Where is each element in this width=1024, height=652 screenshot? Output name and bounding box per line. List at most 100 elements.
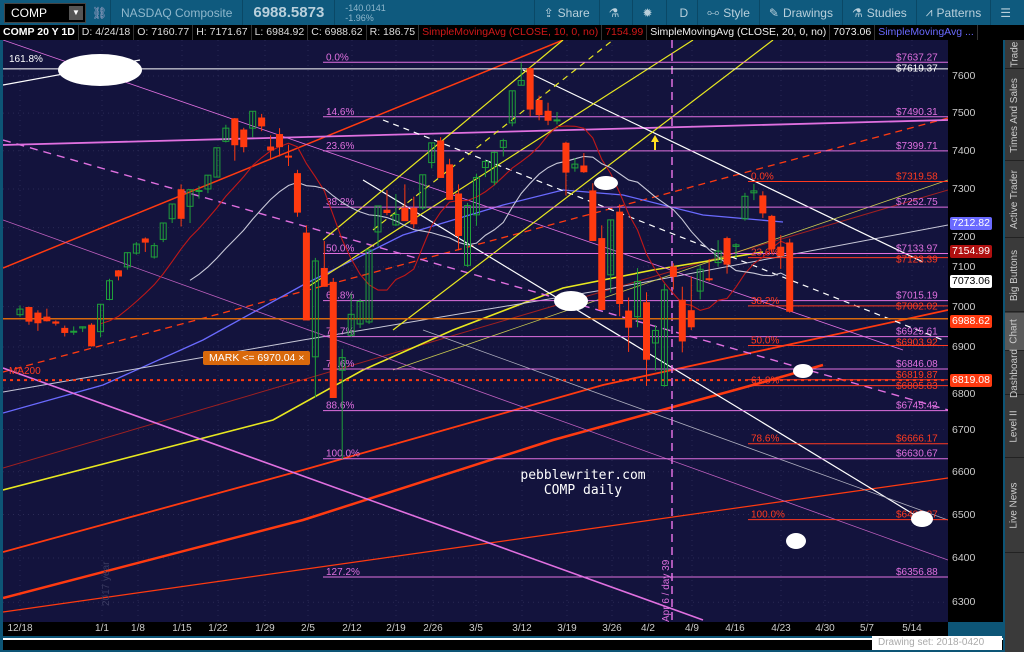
period-button[interactable]: D: [665, 0, 698, 25]
fib-price-label: $6846.08: [896, 359, 938, 370]
trendline: [3, 189, 948, 469]
candle-body: [177, 189, 185, 219]
candle-body: [141, 238, 149, 243]
candle-body: [356, 300, 364, 325]
candle-body: [768, 215, 776, 250]
price-tick-label: 7300: [952, 182, 976, 195]
candle-body: [16, 308, 24, 316]
chart-canvas[interactable]: 0.0% $7637.27$7619.37 14.6% $7490.31 23.6% $7…: [3, 40, 948, 622]
horizontal-scrollbar[interactable]: [3, 638, 1003, 650]
style-button[interactable]: ⧟ Style: [697, 0, 759, 25]
sma20-label[interactable]: SimpleMovingAvg (CLOSE, 20, 0, no): [647, 25, 831, 40]
date-tick-label: 4/30: [815, 623, 835, 634]
mark-price-label[interactable]: MARK <= 6970.04 ×: [203, 351, 311, 365]
button-label: Patterns: [936, 5, 982, 20]
candle-body: [132, 243, 140, 254]
tab-dashboard[interactable]: Dashboard: [1005, 349, 1024, 397]
fib-price-label: $7490.31: [896, 107, 938, 118]
price-tick-label: 6500: [952, 508, 976, 521]
candle-body: [320, 267, 328, 287]
tab-level-ii[interactable]: Level II: [1005, 396, 1024, 458]
date-axis[interactable]: 12/18 1/1 1/8 1/15 1/22 1/29 2/5 2/12 2/19 2/26 3/…: [3, 622, 948, 636]
fib-price-label: $7399.71: [896, 141, 938, 152]
tab-big-buttons[interactable]: Big Buttons: [1005, 239, 1024, 312]
candle-body: [258, 117, 266, 127]
candle-body: [446, 164, 454, 200]
candle-body: [52, 321, 60, 324]
fib-pct-label: 0.0%: [751, 171, 774, 182]
candle-body: [723, 238, 731, 265]
tab-trade[interactable]: Trade: [1005, 40, 1024, 69]
trendline: [382, 119, 944, 341]
watermark-site: pebblewriter.com: [520, 468, 646, 483]
candle-body: [472, 176, 480, 216]
candle-body: [517, 79, 525, 86]
date-tick-label: 2/12: [342, 623, 362, 634]
close-readout: C: 6988.62: [308, 25, 367, 40]
menu-button[interactable]: ☰: [990, 0, 1024, 25]
gear-button[interactable]: ✹: [632, 0, 665, 25]
candle-body: [34, 312, 42, 324]
price-tick-label: 6700: [952, 423, 976, 436]
date-tick-label: 3/19: [557, 623, 577, 634]
chart-title: COMP 20 Y 1D: [0, 25, 79, 40]
price-axis[interactable]: 7600 7500 7400 7300 7212.82 7200 7154.99 7100 70…: [948, 40, 1003, 622]
share-button[interactable]: ⇪ Share: [533, 0, 599, 25]
candle-body: [240, 129, 248, 148]
fib-price-label: $7619.37: [896, 63, 938, 74]
symbol-input[interactable]: COMP ▼: [4, 2, 86, 23]
candle-body: [526, 68, 534, 110]
date-tick-label: 5/7: [860, 623, 874, 634]
fib-price-label: $7637.27: [896, 52, 938, 63]
flask-button[interactable]: ⚗: [598, 0, 633, 25]
candle-body: [678, 299, 686, 342]
tab-live-news[interactable]: Live News: [1005, 459, 1024, 553]
price-chart[interactable]: 0.0% $7637.27 $7619.37 14.6% $7490.31 23.6% $7…: [3, 40, 948, 622]
date-readout: D: 4/24/18: [79, 25, 135, 40]
link-icon[interactable]: ⛓: [92, 5, 108, 20]
sma20-value: 7073.06: [830, 25, 876, 40]
candle-body: [302, 232, 310, 321]
candle-body: [231, 118, 239, 146]
candle-body: [267, 146, 275, 151]
candle-body: [437, 140, 445, 178]
side-tabs: Trade Times And Sales Active Trader Big But…: [1005, 40, 1024, 652]
candle-body: [79, 326, 87, 329]
flask-icon: ⚗: [608, 5, 620, 20]
symbol-value: COMP: [11, 5, 47, 20]
last-price: 6988.5873: [253, 4, 325, 21]
channel-line: [392, 40, 774, 331]
button-label: Studies: [866, 5, 907, 20]
sma-line: [3, 251, 764, 491]
highlight-ellipse: [594, 176, 618, 190]
candle-body: [123, 252, 131, 268]
tab-label: Level II: [1009, 410, 1020, 443]
candle-body: [696, 268, 704, 292]
date-tick-label: 1/1: [95, 623, 109, 634]
fib-pct-label: 38.2%: [751, 296, 779, 307]
fib-pct-label: 78.6%: [326, 359, 354, 370]
candle-body: [428, 142, 436, 164]
trendline: [3, 119, 948, 146]
button-label: Drawings: [782, 5, 833, 20]
candle-body: [616, 211, 624, 304]
candle-body: [741, 195, 749, 220]
drawings-button[interactable]: ✎ Drawings: [758, 0, 842, 25]
tab-chart[interactable]: Chart: [1005, 313, 1024, 351]
sma10-label[interactable]: SimpleMovingAvg (CLOSE, 10, 0, no): [419, 25, 603, 40]
fib-pct-label: 23.6%: [326, 141, 354, 152]
tab-times-and-sales[interactable]: Times And Sales: [1005, 70, 1024, 161]
sma50-label[interactable]: SimpleMovingAvg ...: [875, 25, 978, 40]
fib-price-label: $6745.42: [896, 401, 938, 412]
trendline: [3, 363, 824, 600]
button-label: D: [679, 5, 689, 20]
chevron-down-icon[interactable]: ▼: [69, 5, 83, 20]
candle-body: [222, 127, 230, 142]
tab-active-trader[interactable]: Active Trader: [1005, 162, 1024, 238]
candle-body: [204, 174, 212, 190]
date-tick-label: 2/26: [423, 623, 443, 634]
patterns-button[interactable]: ⩘ Patterns: [915, 0, 990, 25]
price-tick-label: 7400: [952, 144, 976, 157]
fib-price-label: $6903.92: [896, 338, 938, 349]
studies-button[interactable]: ⚗ Studies: [841, 0, 916, 25]
